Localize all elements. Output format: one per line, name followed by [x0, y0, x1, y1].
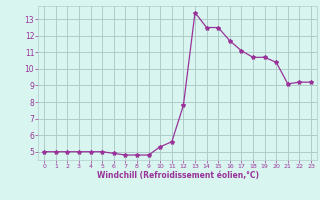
X-axis label: Windchill (Refroidissement éolien,°C): Windchill (Refroidissement éolien,°C) [97, 171, 259, 180]
